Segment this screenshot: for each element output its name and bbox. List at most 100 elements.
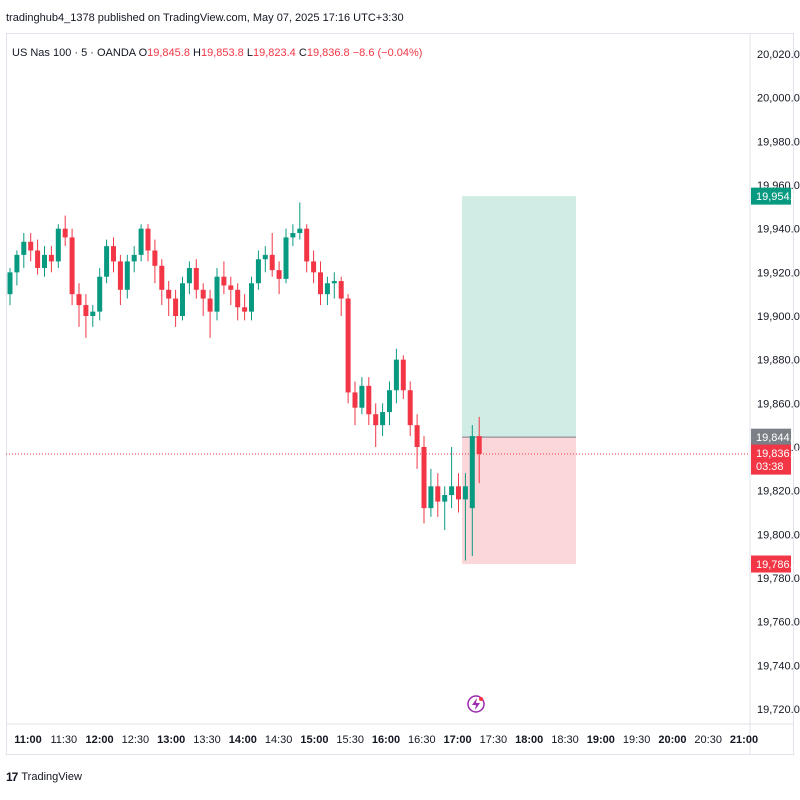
legend-open-label: O [138, 47, 148, 59]
candle-body [373, 414, 379, 426]
candle-body [55, 228, 61, 262]
legend-high-label: H [193, 47, 201, 59]
candle-body [21, 241, 27, 255]
price-tick-label: 19,980.0 [757, 136, 800, 148]
candle-body [476, 436, 482, 454]
candle-body [400, 359, 406, 391]
candle-body [166, 289, 172, 299]
candle-body [90, 311, 96, 316]
target-zone [462, 196, 576, 438]
price-labels: 19,954.9 19,844.5 19,836.803:38 19,786.4 [751, 187, 799, 573]
candle-body [242, 307, 248, 312]
candle-body [318, 272, 323, 295]
target-price-label-text: 19,954.9 [756, 191, 799, 203]
candle-body [469, 436, 475, 509]
stop-zone [462, 437, 576, 565]
candle-body [345, 298, 351, 393]
target-price-label-bg [751, 187, 791, 205]
current-price-label-text: 19,836.8 [756, 448, 799, 460]
candle-body [228, 285, 234, 290]
time-tick-label: 13:30 [193, 734, 221, 746]
candle-body [359, 385, 365, 408]
time-tick-label: 21:00 [730, 734, 758, 746]
candle-body [269, 254, 275, 271]
price-tick-label: 20,020.0 [757, 49, 800, 61]
candle-body [338, 281, 344, 299]
legend-symbol[interactable]: US Nas 100 · 5 · OANDA [12, 47, 136, 59]
time-tick-label: 16:30 [408, 734, 436, 746]
price-tick-label: 19,740.0 [757, 660, 800, 672]
time-tick-label: 17:00 [444, 734, 472, 746]
stop-price-label-bg [751, 555, 791, 573]
price-tick-label: 19,720.0 [757, 704, 800, 716]
time-tick-label: 14:30 [265, 734, 293, 746]
price-tick-label: 19,860.0 [757, 398, 800, 410]
time-tick-label: 17:30 [480, 734, 508, 746]
price-tick-label: 19,760.0 [757, 617, 800, 629]
candle-body [69, 237, 75, 295]
candle-body [435, 486, 441, 502]
entry-price-label-text: 19,844.5 [756, 432, 799, 444]
legend-change: −8.6 (−0.04%) [352, 47, 423, 59]
time-tick-label: 11:30 [50, 734, 77, 746]
price-tick-label: 19,820.0 [757, 486, 800, 498]
stop-price-label-text: 19,786.4 [756, 559, 799, 571]
entry-price-label-bg [751, 428, 791, 446]
price-tick-label: 20,000.0 [757, 93, 800, 105]
candle-body [324, 283, 330, 295]
time-tick-label: 19:00 [587, 734, 615, 746]
candle-body [331, 281, 337, 284]
candle-body [311, 261, 317, 273]
price-tick-label: 19,800.0 [757, 529, 800, 541]
candle-body [76, 294, 82, 306]
candle-body [442, 495, 448, 502]
candle-body [304, 228, 310, 262]
candle-body [28, 241, 34, 251]
candle-body [152, 250, 158, 266]
time-tick-label: 15:00 [300, 734, 328, 746]
price-tick-label: 19,880.0 [757, 355, 800, 367]
time-axis[interactable]: 11:00 11:30 12:00 12:30 13:00 13:30 14:00 14:30… [14, 734, 758, 746]
candle-body [262, 254, 268, 260]
candle-body [35, 250, 41, 268]
price-tick-label: 19,900.0 [757, 311, 800, 323]
legend-close: 19,836.8 [306, 47, 350, 59]
candle-body [380, 412, 386, 426]
price-tick-label: 19,780.0 [757, 573, 800, 585]
price-tick-label: 19,920.0 [757, 267, 800, 279]
candle-body [207, 298, 213, 312]
candle-body [366, 385, 372, 415]
tradingview-logo-icon[interactable]: 17 [6, 770, 18, 784]
candle-body [117, 261, 123, 290]
legend-high: 19,853.8 [200, 47, 244, 59]
candle-body [83, 305, 89, 316]
time-tick-label: 19:30 [623, 734, 651, 746]
time-tick-label: 11:00 [14, 734, 42, 746]
price-tick-label: 19,940.0 [757, 224, 800, 236]
candle-body [14, 254, 20, 273]
candle-body [428, 486, 434, 509]
footer-brand[interactable]: TradingView [21, 771, 82, 783]
time-tick-label: 20:30 [694, 734, 722, 746]
current-price-label-bg [751, 444, 791, 475]
candle-body [407, 390, 413, 426]
candle-body [173, 298, 179, 316]
time-tick-label: 20:00 [658, 734, 686, 746]
price-axis[interactable]: 20,020.020,000.019,980.019,960.019,940.0… [757, 49, 800, 716]
replay-icon[interactable] [467, 695, 485, 713]
candle-body [387, 390, 392, 413]
candle-body [97, 276, 103, 312]
candles [7, 202, 482, 561]
candle-body [145, 228, 151, 251]
candle-body [131, 254, 137, 262]
candle-body [276, 270, 282, 279]
time-tick-label: 12:30 [122, 734, 150, 746]
candle-body [124, 261, 130, 290]
candle-body [138, 228, 144, 255]
candle-body [249, 283, 254, 312]
publish-info: tradinghub4_1378 published on TradingVie… [6, 12, 404, 24]
candle-body [48, 254, 54, 262]
risk-reward-zones[interactable] [6, 196, 750, 565]
candle-body [104, 246, 110, 277]
